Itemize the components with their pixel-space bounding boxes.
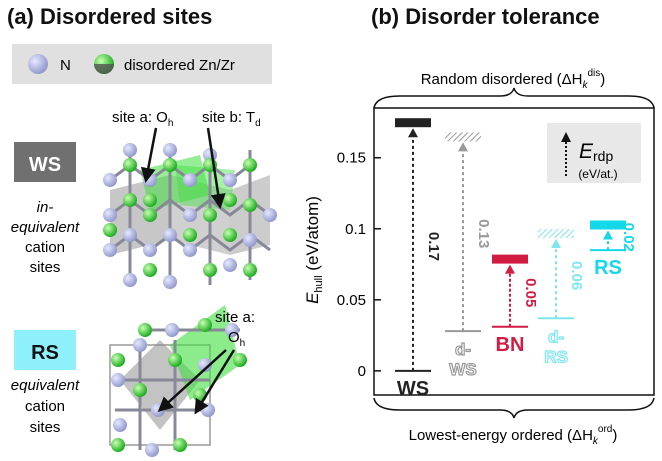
rs-badge-label: RS <box>31 342 59 364</box>
category-label-RS: RS <box>594 257 622 279</box>
category-label-d-WS: d- <box>455 340 471 359</box>
rs-site-a-label-1: site a: <box>215 309 255 326</box>
rs-desc-1: equivalent <box>11 377 80 394</box>
ws-desc-3: cation <box>25 239 65 256</box>
n-atom-icon <box>28 54 48 74</box>
rs-badge <box>14 330 76 370</box>
ws-crystal-structure <box>103 143 277 289</box>
category-label-WS: WS <box>397 378 429 400</box>
disordered-bar-d-RS <box>538 229 574 239</box>
ws-badge-label: WS <box>29 154 61 176</box>
panel-a: N disordered Zn/Zr WS in- equivalent cat… <box>11 44 277 457</box>
rdp-value-d-WS: 0.13 <box>475 219 492 248</box>
rdp-value-RS: 0.02 <box>620 223 637 252</box>
ws-desc-2: equivalent <box>11 219 80 236</box>
ws-site-a-label: site a: Oh <box>112 109 173 129</box>
y-tick-label: 0.15 <box>337 150 366 167</box>
rdp-value-d-RS: 0.06 <box>568 261 585 290</box>
ws-site-b-arrow <box>206 127 226 209</box>
rs-crystal-structure <box>109 305 247 457</box>
ws-desc-1: in- <box>37 199 54 216</box>
rdp-arrowhead-WS <box>408 128 418 138</box>
rdp-arrowhead-BN <box>505 264 515 274</box>
disordered-bar-d-WS <box>445 132 481 142</box>
legend-n-label: N <box>60 57 71 74</box>
panel-b-title: (b) Disorder tolerance <box>371 4 600 29</box>
rdp-value-BN: 0.05 <box>522 278 539 307</box>
zn-zr-atom-icon <box>94 54 114 74</box>
top-brace <box>373 87 655 109</box>
rs-site-a-label-2: Oh <box>228 329 245 349</box>
rs-desc-2: cation <box>25 398 65 415</box>
disordered-bar-BN <box>492 254 528 264</box>
category-label-d-RS: RS <box>544 347 568 366</box>
y-tick-label: 0.1 <box>345 221 366 238</box>
rdp-arrowhead-d-WS <box>458 142 468 152</box>
panel-a-title: (a) Disordered sites <box>7 4 213 29</box>
rdp-value-WS: 0.17 <box>425 232 442 261</box>
ws-badge <box>14 142 76 182</box>
ws-site-a-arrow <box>140 127 158 183</box>
legend-zn-label: disordered Zn/Zr <box>124 57 235 74</box>
rdp-legend: Erdp (eV/at.) <box>547 123 641 183</box>
rdp-arrowhead-RS <box>603 230 613 240</box>
rdp-legend-unit: (eV/at.) <box>578 167 617 181</box>
ws-site-b-label: site b: Td <box>202 109 261 129</box>
bottom-brace <box>373 397 655 419</box>
rdp-arrowhead-d-RS <box>551 239 561 249</box>
category-label-d-WS: WS <box>449 360 476 379</box>
rs-desc-3: sites <box>30 419 61 436</box>
rs-site-a-arrow-1 <box>157 349 227 413</box>
atom-legend: N disordered Zn/Zr <box>12 44 272 84</box>
disordered-bar-RS <box>590 220 626 230</box>
y-tick-label: 0 <box>358 363 366 380</box>
category-label-BN: BN <box>496 334 525 356</box>
rdp-arrow-icon <box>561 132 571 142</box>
plot-frame <box>373 107 655 396</box>
disordered-bar-WS <box>395 118 431 128</box>
top-brace-label: Random disordered (ΔHkdis) <box>421 68 606 91</box>
y-axis: 0 0.05 0.1 0.15 <box>337 150 381 380</box>
panel-b: Random disordered (ΔHkdis) 00.050.10.15 … <box>303 68 655 447</box>
category-label-d-RS: d- <box>548 327 564 346</box>
ws-desc-4: sites <box>30 259 61 276</box>
bottom-brace-label: Lowest-energy ordered (ΔHkord) <box>409 424 618 447</box>
y-tick-label: 0.05 <box>337 292 366 309</box>
rs-site-a-arrow-2 <box>194 349 236 415</box>
rdp-legend-symbol: Erdp <box>579 140 613 164</box>
y-axis-label: Ehull (eV/atom) <box>303 196 325 304</box>
